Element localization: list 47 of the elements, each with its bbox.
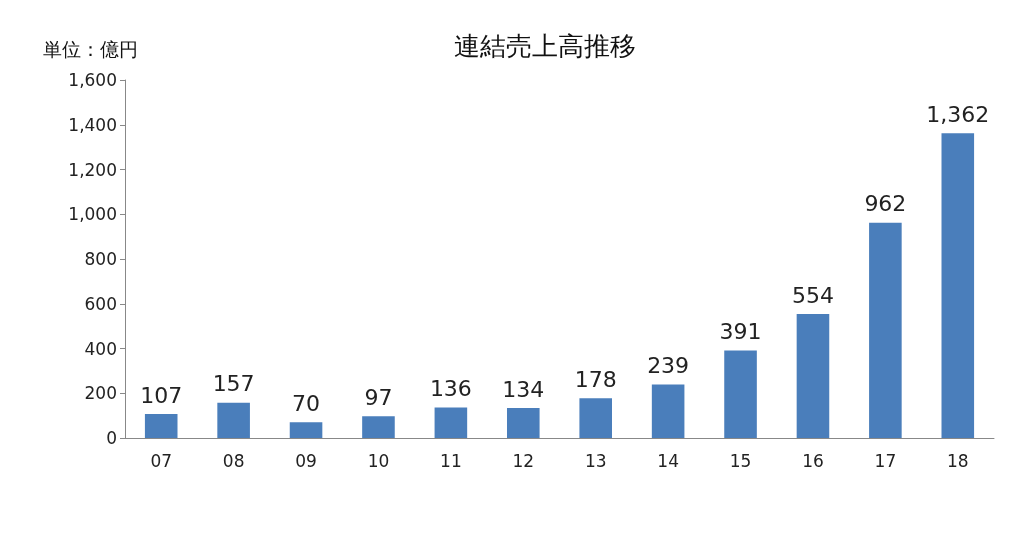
data-label: 391	[719, 319, 762, 345]
x-tick-label: 08	[222, 450, 245, 471]
data-label: 554	[791, 282, 834, 308]
y-tick-label: 1,400	[68, 114, 117, 135]
bar	[941, 133, 975, 438]
bar	[796, 314, 830, 438]
bar	[362, 416, 395, 438]
x-tick-label: 16	[802, 450, 824, 471]
y-tick-label: 0	[106, 428, 117, 448]
bar	[507, 408, 540, 438]
bar	[217, 402, 250, 438]
x-tick-label: 18	[946, 450, 969, 471]
y-tick-label: 200	[84, 383, 117, 404]
data-label: 136	[429, 376, 472, 402]
data-label: 239	[647, 353, 690, 379]
y-axis-title: 単位：億円	[43, 37, 138, 60]
data-label: 70	[292, 390, 321, 416]
bar	[289, 422, 323, 438]
data-label: 107	[140, 382, 183, 408]
bar	[144, 414, 178, 438]
data-label: 962	[864, 191, 907, 217]
y-tick-label: 1,600	[68, 70, 117, 90]
y-tick-label: 1,000	[68, 204, 117, 225]
bar	[579, 398, 612, 438]
y-tick-label: 800	[84, 249, 117, 269]
data-label: 97	[364, 384, 393, 410]
data-label: 134	[502, 376, 545, 402]
x-tick-label: 14	[657, 450, 679, 471]
x-tick-label: 11	[440, 450, 462, 471]
y-tick-label: 600	[84, 293, 117, 314]
x-tick-label: 12	[512, 450, 535, 471]
bar	[434, 407, 468, 438]
x-tick-label: 15	[729, 450, 752, 471]
y-tick-label: 1,200	[68, 159, 117, 180]
x-tick-label: 10	[367, 450, 390, 471]
data-label: 178	[574, 366, 617, 392]
data-label: 1,362	[926, 101, 990, 127]
x-tick-label: 13	[584, 450, 607, 471]
chart-title: 連結売上高推移	[454, 31, 636, 61]
x-tick-label: 17	[874, 450, 897, 471]
bar	[724, 350, 757, 438]
y-tick-label: 400	[84, 338, 117, 359]
bar	[651, 384, 685, 438]
bar	[869, 222, 902, 438]
x-tick-label: 09	[295, 450, 317, 471]
x-tick-label: 07	[150, 450, 173, 471]
data-label: 157	[212, 371, 255, 397]
